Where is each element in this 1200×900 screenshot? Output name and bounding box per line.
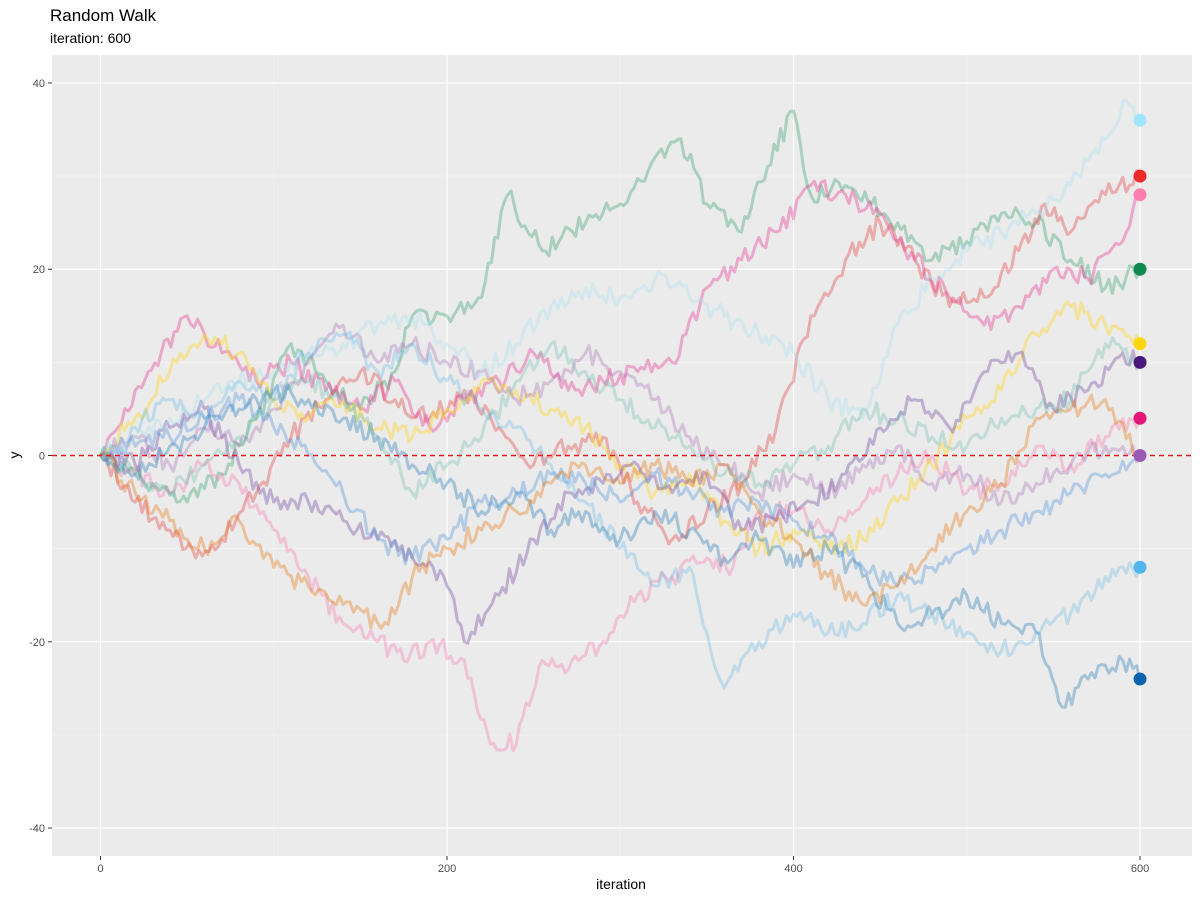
y-tick-label: -40 bbox=[29, 823, 45, 835]
y-tick-label: -20 bbox=[29, 637, 45, 649]
x-tick-label: 400 bbox=[784, 863, 802, 875]
series-line-10 bbox=[99, 330, 1142, 690]
series-line-12 bbox=[99, 393, 1142, 630]
series-line-11 bbox=[99, 99, 1142, 460]
end-point-1 bbox=[1133, 113, 1147, 127]
end-point-7 bbox=[1133, 411, 1147, 425]
chart-subtitle: iteration: 600 bbox=[50, 30, 131, 46]
y-tick-label: 40 bbox=[33, 78, 45, 90]
end-point-4 bbox=[1133, 262, 1147, 276]
series-line-6 bbox=[99, 349, 1142, 645]
chart-title: Random Walk bbox=[50, 6, 157, 25]
x-tick-label: 600 bbox=[1131, 863, 1149, 875]
series-line-9 bbox=[99, 391, 1141, 588]
y-tick-label: 0 bbox=[39, 451, 45, 463]
end-point-5 bbox=[1133, 337, 1147, 351]
x-tick-label: 0 bbox=[97, 863, 103, 875]
y-axis: -40 -20 0 20 40 bbox=[29, 78, 52, 835]
y-tick-label: 20 bbox=[33, 264, 45, 276]
series-line-1 bbox=[99, 109, 1142, 504]
series-layer bbox=[99, 99, 1142, 753]
x-axis: 0 200 400 600 bbox=[97, 856, 1149, 875]
x-tick-label: 200 bbox=[438, 863, 456, 875]
end-point-10 bbox=[1133, 672, 1147, 686]
series-line-3 bbox=[99, 179, 1141, 460]
series-line-13 bbox=[99, 336, 1142, 500]
end-point-6 bbox=[1133, 355, 1147, 369]
series-line-8 bbox=[99, 383, 1142, 709]
series-line-2 bbox=[99, 169, 1142, 560]
end-point-3 bbox=[1133, 188, 1147, 202]
end-point-8 bbox=[1133, 449, 1147, 462]
x-axis-title: iteration bbox=[596, 876, 646, 892]
end-points-layer bbox=[1133, 113, 1147, 686]
end-point-2 bbox=[1133, 169, 1147, 183]
series-line-7 bbox=[99, 322, 1142, 507]
series-line-5 bbox=[99, 300, 1142, 558]
series-line-4 bbox=[100, 416, 1142, 753]
end-point-9 bbox=[1133, 560, 1147, 574]
y-axis-title: y bbox=[6, 452, 22, 459]
